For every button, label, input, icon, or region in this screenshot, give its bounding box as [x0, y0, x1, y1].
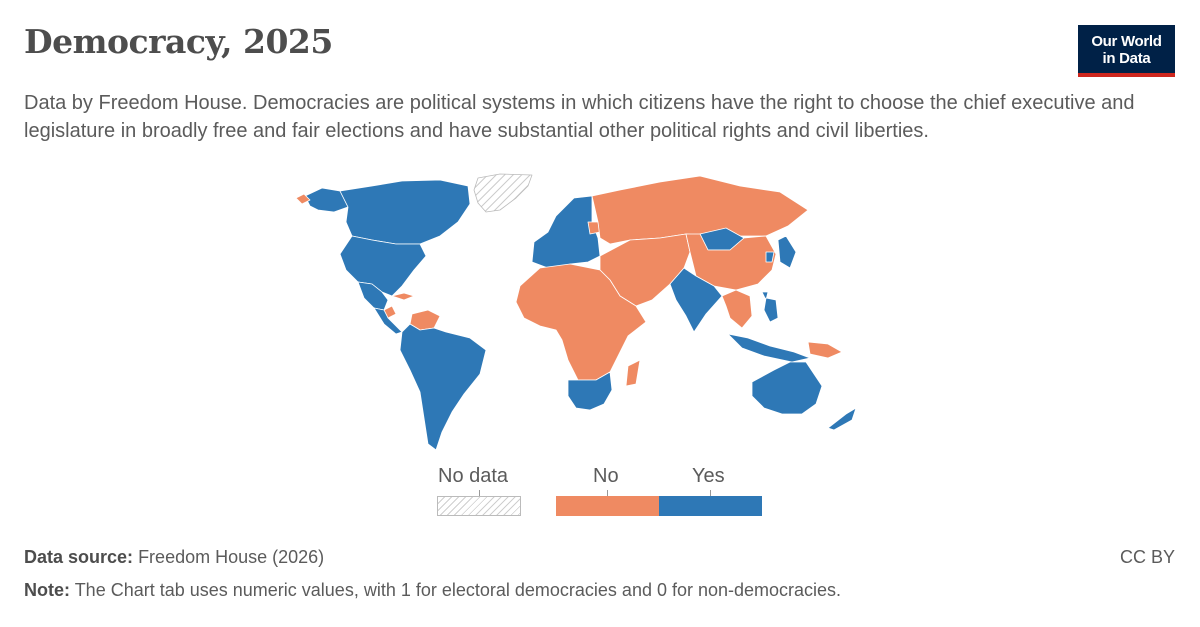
- chart-subtitle: Data by Freedom House. Democracies are p…: [24, 92, 1135, 142]
- license-link[interactable]: CC BY: [1119, 547, 1175, 567]
- chart-title: Democracy, 2025: [24, 22, 333, 61]
- region-indonesia[interactable]: [727, 333, 811, 363]
- region-papua-new-guinea[interactable]: [807, 341, 843, 359]
- owid-logo[interactable]: Our World in Data: [1078, 25, 1175, 77]
- data-source-value[interactable]: Freedom House (2026): [138, 547, 325, 567]
- region-central-america[interactable]: [373, 307, 403, 335]
- region-chukotka-tip[interactable]: [295, 193, 311, 205]
- legend-label-no: No: [593, 465, 619, 487]
- region-southern-africa[interactable]: [567, 371, 613, 411]
- region-southeast-asia[interactable]: [721, 289, 753, 329]
- region-greenland[interactable]: [473, 173, 533, 213]
- note-text: The Chart tab uses numeric values, with …: [74, 580, 842, 600]
- data-source: Data source: Freedom House (2026): [24, 547, 324, 568]
- logo-line-1: Our World: [1091, 33, 1162, 50]
- legend-label-no-data: No data: [438, 465, 509, 487]
- region-nicaragua-cuba[interactable]: [383, 292, 415, 319]
- logo-line-2: in Data: [1102, 50, 1151, 67]
- region-madagascar[interactable]: [625, 359, 641, 387]
- legend-label-yes: Yes: [692, 465, 725, 487]
- region-usa[interactable]: [339, 235, 427, 297]
- legend-swatch-no-data[interactable]: [437, 496, 521, 516]
- region-russia[interactable]: [591, 175, 809, 245]
- region-alaska[interactable]: [304, 187, 349, 213]
- region-australia[interactable]: [751, 361, 823, 415]
- chart-note: Note: The Chart tab uses numeric values,…: [24, 580, 841, 601]
- region-new-zealand[interactable]: [827, 407, 857, 431]
- legend-swatch-yes[interactable]: [659, 496, 762, 516]
- region-philippines[interactable]: [763, 297, 779, 323]
- world-map[interactable]: [0, 170, 1200, 460]
- region-japan-korea[interactable]: [761, 235, 797, 301]
- note-label: Note:: [24, 580, 70, 600]
- data-source-label: Data source:: [24, 547, 134, 567]
- region-canada[interactable]: [339, 179, 471, 245]
- legend-tick-no-data: [479, 490, 480, 498]
- region-south-america[interactable]: [399, 323, 487, 451]
- region-india[interactable]: [669, 267, 723, 333]
- region-mexico[interactable]: [357, 281, 389, 311]
- region-africa[interactable]: [515, 263, 647, 381]
- legend-swatch-no[interactable]: [556, 496, 659, 516]
- legend-tick-no: [607, 490, 608, 498]
- legend-tick-yes: [710, 490, 711, 498]
